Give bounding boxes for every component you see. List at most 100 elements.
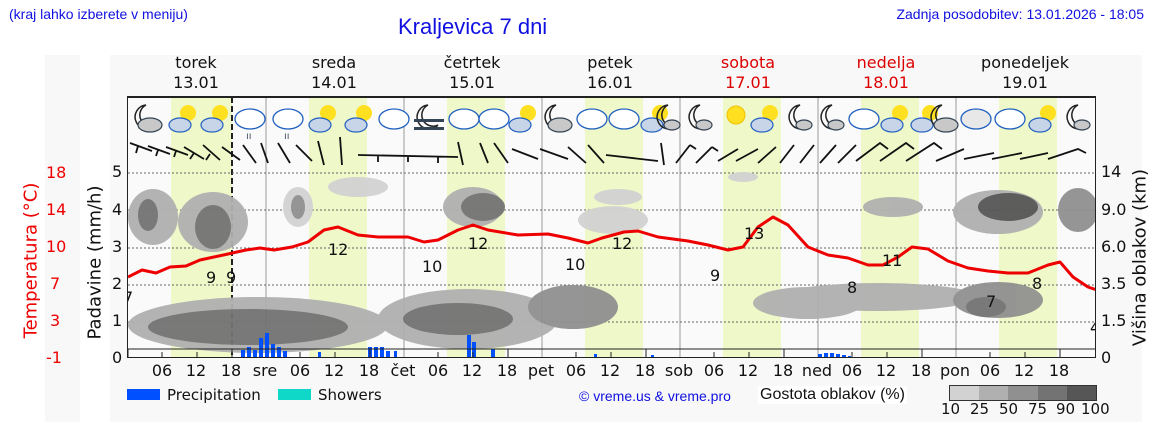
cloud-density (128, 172, 1095, 353)
x-tick: sob (664, 361, 694, 380)
sun-cloud-icon (168, 105, 196, 133)
svg-text:8: 8 (1032, 274, 1042, 293)
weather-icons: ıı ıı (134, 104, 1091, 142)
svg-text:8: 8 (847, 278, 857, 297)
day-header-mon: ponedeljek 19.01 (981, 53, 1069, 92)
copyright-link[interactable]: © vreme.us & vreme.pro (579, 388, 731, 404)
cloud-tick: 9.0 (1101, 200, 1127, 219)
svg-text:12: 12 (328, 240, 348, 259)
location-hint: (kraj lahko izberete v meniju) (9, 6, 188, 22)
sun-cloud-icon (1028, 105, 1056, 133)
x-tick: 06 (289, 361, 311, 380)
precip-tick: 3 (112, 237, 123, 256)
density-scale-tick: 75 (1028, 400, 1048, 418)
precip-tick: 5 (112, 162, 123, 181)
x-tick: ned (801, 361, 833, 380)
x-tick: 06 (841, 361, 863, 380)
svg-text:13: 13 (744, 224, 764, 243)
svg-text:ıı: ıı (246, 131, 252, 142)
day-header-sat: sobota 17.01 (720, 53, 776, 92)
moon-cloud-icon (1066, 104, 1091, 131)
x-tick: 12 (323, 361, 345, 380)
x-tick: 06 (151, 361, 173, 380)
x-tick: pet (527, 361, 555, 380)
x-tick: 18 (1048, 361, 1070, 380)
temperature-line (128, 215, 1095, 291)
day-header-thu: četrtek 15.01 (443, 53, 501, 92)
x-tick: 12 (1013, 361, 1035, 380)
cloud-rain-icon (448, 108, 480, 130)
day-header-tue: torek 13.01 (173, 53, 219, 92)
moon-cloud-icon (134, 104, 163, 133)
cloud-rain-icon (608, 108, 640, 130)
cloud-tick: 14 (1101, 162, 1122, 181)
sun-icon (726, 105, 746, 125)
svg-text:9: 9 (206, 268, 216, 287)
precip-tick: 0 (112, 348, 123, 367)
showers-swatch (278, 389, 311, 400)
temp-tick: 18 (46, 163, 67, 182)
svg-text:10: 10 (565, 255, 585, 274)
x-tick: 12 (875, 361, 897, 380)
svg-text:10: 10 (422, 257, 442, 276)
sun-cloud-icon (750, 105, 778, 133)
cloud-rain-icon: ıı (234, 108, 266, 142)
temp-tick: 3 (50, 311, 61, 330)
cloud-tick: 3.5 (1101, 274, 1127, 293)
cloud-rain-icon (848, 108, 880, 130)
density-scale-tick: 50 (999, 400, 1019, 418)
temperature-axis-title: Temperatura (°C) (20, 182, 42, 339)
x-tick: 06 (979, 361, 1001, 380)
sun-cloud-icon (508, 105, 536, 133)
x-tick: 12 (461, 361, 483, 380)
cloud-rain-icon (576, 108, 608, 130)
sun-cloud-rain-icon (308, 105, 336, 133)
svg-text:ıı: ıı (284, 131, 290, 142)
sun-cloud-icon (200, 105, 228, 133)
moon-cloud-icon (930, 104, 959, 133)
x-tick: 06 (703, 361, 725, 380)
temp-tick: -1 (46, 348, 62, 367)
cloud-icon (960, 108, 992, 130)
moon-cloud-rain-icon (820, 104, 845, 131)
last-updated: Zadnja posodobitev: 13.01.2026 - 18:05 (896, 6, 1144, 22)
cloud-rain-icon (478, 108, 510, 130)
showers-legend-label: Showers (318, 386, 382, 404)
day-header-wed: sreda 14.01 (311, 53, 357, 92)
day-header-sun: nedelja 18.01 (856, 53, 916, 92)
sun-cloud-icon (880, 105, 908, 133)
temperature-axis-panel (45, 55, 80, 422)
x-tick: 18 (496, 361, 518, 380)
day-header-fri: petek 16.01 (587, 53, 633, 92)
precipitation-swatch (127, 389, 160, 400)
density-scale-tick: 25 (970, 400, 990, 418)
x-tick: 12 (599, 361, 621, 380)
cloud-rain-icon: ıı (272, 108, 304, 142)
temp-tick: 7 (50, 274, 61, 293)
density-scale-tick: 90 (1056, 400, 1076, 418)
precip-tick: 4 (112, 200, 123, 219)
precip-tick: 1 (112, 311, 123, 330)
svg-text:9: 9 (710, 266, 720, 285)
cloud-tick: 1.5 (1101, 311, 1127, 330)
moon-cloud-icon (544, 104, 573, 133)
svg-text:11: 11 (882, 251, 902, 270)
svg-text:12: 12 (612, 234, 632, 253)
moon-cloud-icon (688, 104, 713, 131)
svg-text:9: 9 (226, 268, 236, 287)
cloud-density-scale (949, 385, 1097, 401)
cloud-rain-icon (378, 108, 410, 130)
precipitation-axis-title: Padavine (mm/h) (84, 185, 106, 340)
x-tick: 12 (185, 361, 207, 380)
svg-text:7: 7 (986, 292, 996, 311)
sun-cloud-rain-icon (344, 105, 372, 133)
precipitation-legend-label: Precipitation (167, 386, 261, 404)
x-tick: 18 (910, 361, 932, 380)
meteogram-svg: 7 9 9 12 10 12 10 12 9 13 8 11 7 8 4 (128, 97, 1095, 357)
x-tick: 12 (737, 361, 759, 380)
temperature-labels: 7 9 9 12 10 12 10 12 9 13 8 11 7 8 4 (128, 224, 1095, 337)
cloud-tick: 0 (1101, 348, 1112, 367)
hour-ticks (128, 349, 1061, 357)
temp-tick: 10 (46, 237, 67, 256)
temp-label: 7 (128, 288, 133, 307)
